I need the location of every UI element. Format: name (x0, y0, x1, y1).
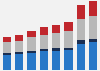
Bar (27, 51, 36, 53)
Bar (89, 1, 98, 16)
Bar (15, 52, 24, 54)
Bar (27, 31, 36, 37)
Bar (89, 39, 98, 42)
Bar (40, 35, 48, 49)
Bar (89, 42, 98, 70)
Bar (64, 22, 73, 31)
Bar (64, 48, 73, 50)
Bar (15, 41, 24, 52)
Bar (27, 37, 36, 51)
Bar (76, 19, 85, 40)
Bar (40, 49, 48, 51)
Bar (52, 48, 60, 51)
Bar (2, 53, 11, 55)
Bar (52, 33, 60, 48)
Bar (52, 51, 60, 70)
Bar (64, 31, 73, 48)
Bar (76, 44, 85, 70)
Bar (2, 42, 11, 53)
Bar (52, 25, 60, 33)
Bar (2, 37, 11, 42)
Bar (15, 35, 24, 41)
Bar (15, 54, 24, 70)
Bar (40, 27, 48, 35)
Bar (64, 50, 73, 70)
Bar (40, 51, 48, 70)
Bar (76, 40, 85, 44)
Bar (89, 16, 98, 39)
Bar (2, 55, 11, 70)
Bar (27, 53, 36, 70)
Bar (76, 5, 85, 19)
